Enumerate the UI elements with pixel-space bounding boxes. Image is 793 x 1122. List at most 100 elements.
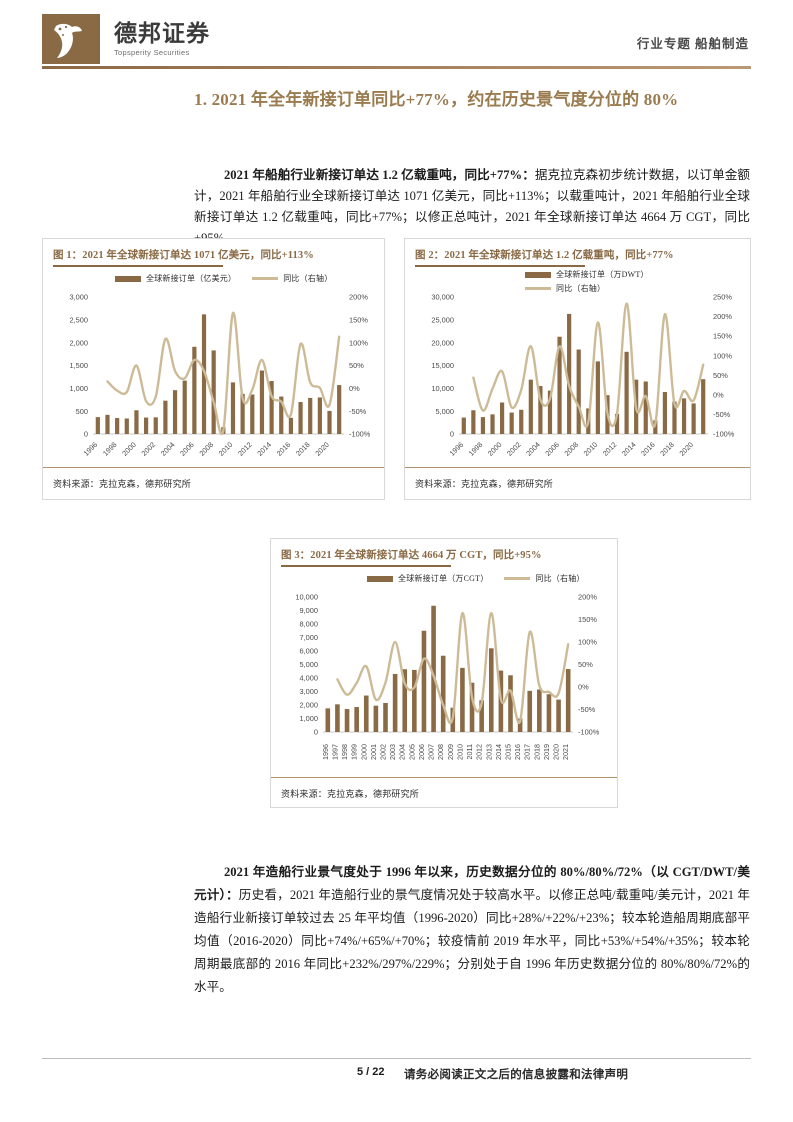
svg-text:2018: 2018 [532,744,541,760]
svg-text:2008: 2008 [436,744,445,760]
svg-text:100%: 100% [713,351,732,360]
closing-paragraph: 2021 年造船行业景气度处于 1996 年以来，历史数据分位的 80%/80%… [194,861,750,999]
svg-text:2008: 2008 [197,440,215,458]
svg-text:1996: 1996 [448,440,466,458]
legend-item-bar: 全球新接订单（万CGT） [367,573,488,584]
svg-text:2020: 2020 [677,440,695,458]
svg-text:2018: 2018 [294,440,312,458]
svg-text:50%: 50% [578,660,593,669]
logo-wordmark: 德邦证券 Topsperity Securities [114,21,210,57]
svg-text:0: 0 [450,430,454,439]
svg-text:-50%: -50% [713,410,731,419]
svg-text:10,000: 10,000 [295,593,318,602]
footer-page-number: 5 / 22 [357,1066,385,1078]
svg-text:200%: 200% [578,593,597,602]
legend-bar-label: 全球新接订单（万DWT） [556,270,649,279]
svg-text:1,000: 1,000 [70,384,89,393]
intro-lead: 2021 年船舶行业新接订单达 1.2 亿载重吨，同比+77%： [224,167,535,182]
figure-1-source: 资料来源：克拉克森，德邦研究所 [53,479,192,489]
header-industry-label: 行业专题 船舶制造 [636,37,749,51]
legend-item-bar: 全球新接订单（万DWT） [525,269,649,280]
svg-text:2000: 2000 [120,440,138,458]
svg-text:2000: 2000 [486,440,504,458]
legend-bar-label: 全球新接订单（万CGT） [398,574,489,583]
svg-text:2012: 2012 [601,440,619,458]
svg-text:2016: 2016 [513,744,522,760]
header-divider [42,66,751,69]
svg-text:2014: 2014 [255,440,273,458]
svg-text:50%: 50% [349,361,364,370]
svg-text:100%: 100% [578,638,597,647]
figure-3-title: 图 3：2021 年全球新接订单达 4664 万 CGT，同比+95% [281,550,542,561]
svg-text:5,000: 5,000 [436,407,455,416]
intro-body: 据克拉克森初步统计数据，以订单金额计，2021 年船舶行业全球新接订单达 107… [194,167,750,245]
tiger-glyph-icon [54,23,82,58]
svg-text:5,000: 5,000 [300,660,319,669]
svg-text:4,000: 4,000 [300,674,319,683]
svg-text:20,000: 20,000 [431,338,454,347]
svg-text:2015: 2015 [504,744,513,760]
svg-text:2010: 2010 [455,744,464,760]
svg-text:1997: 1997 [330,744,339,760]
svg-text:2007: 2007 [427,744,436,760]
svg-text:2006: 2006 [543,440,561,458]
svg-text:1998: 1998 [340,744,349,760]
figure-3: 图 3：2021 年全球新接订单达 4664 万 CGT，同比+95% 全球新接… [270,538,618,808]
svg-text:2020: 2020 [313,440,331,458]
section-heading: 1. 2021 年全年新接订单同比+77%，约在历史景气度分位的 80% [194,90,679,109]
svg-text:1998: 1998 [101,440,119,458]
svg-text:-50%: -50% [578,705,596,714]
svg-text:7,000: 7,000 [300,633,319,642]
figure-3-source-divider [271,777,617,778]
legend-bar-swatch-icon [115,275,141,282]
figure-1-chart: 0 500 1,000 1,500 2,000 2,500 3,000 -100% -50% 0%… [47,289,382,474]
logo-name-cn: 德邦证券 [114,21,210,46]
figure-3-title-rule [281,565,451,567]
svg-text:0%: 0% [349,384,360,393]
svg-text:10,000: 10,000 [431,384,454,393]
svg-text:-100%: -100% [713,430,735,439]
svg-text:2002: 2002 [505,440,523,458]
svg-text:2010: 2010 [582,440,600,458]
svg-text:2004: 2004 [398,744,407,760]
svg-text:100%: 100% [349,338,368,347]
svg-text:50%: 50% [713,371,728,380]
footer-disclaimer: 请务必阅读正文之后的信息披露和法律声明 [404,1069,629,1081]
figure-2-title-rule [415,265,585,267]
svg-text:15,000: 15,000 [431,361,454,370]
svg-text:-100%: -100% [349,430,371,439]
svg-text:30,000: 30,000 [431,293,454,302]
svg-text:2002: 2002 [379,744,388,760]
footer-divider [42,1058,751,1059]
figure-2-title: 图 2：2021 年全球新接订单达 1.2 亿载重吨，同比+77% [415,250,674,261]
figure-1: 图 1：2021 年全球新接订单达 1071 亿美元，同比+113% 全球新接订… [42,238,385,500]
svg-text:500: 500 [76,407,88,416]
legend-bar-swatch-icon [525,271,551,278]
legend-line-label: 同比（右轴） [535,574,585,583]
legend-line-swatch-icon [504,577,531,580]
svg-text:150%: 150% [713,332,732,341]
svg-text:25,000: 25,000 [431,315,454,324]
svg-text:2014: 2014 [620,440,638,458]
tiger-logo-icon [42,14,100,64]
svg-text:2002: 2002 [139,440,157,458]
svg-text:2017: 2017 [523,744,532,760]
svg-text:2013: 2013 [484,744,493,760]
svg-text:2005: 2005 [407,744,416,760]
svg-text:2016: 2016 [639,440,657,458]
svg-text:0%: 0% [713,390,724,399]
svg-text:2020: 2020 [552,744,561,760]
legend-item-line: 同比（右轴） [252,273,332,284]
svg-text:2004: 2004 [524,440,542,458]
svg-text:3,000: 3,000 [70,293,89,302]
figure-3-legend: 全球新接订单（万CGT） 同比（右轴） [367,573,601,584]
svg-text:1996: 1996 [321,744,330,760]
legend-bar-swatch-icon [367,575,393,582]
svg-text:2018: 2018 [658,440,676,458]
legend-line-label: 同比（右轴） [556,284,606,293]
svg-text:2012: 2012 [236,440,254,458]
figure-2: 图 2：2021 年全球新接订单达 1.2 亿载重吨，同比+77% 全球新接订单… [404,238,751,500]
legend-line-label: 同比（右轴） [283,274,333,283]
svg-text:2,000: 2,000 [70,338,89,347]
legend-bar-label: 全球新接订单（亿美元） [146,274,237,283]
